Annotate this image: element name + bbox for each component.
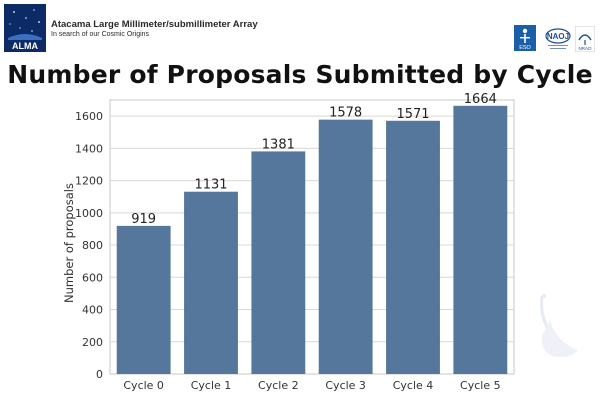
data-label: 1578: [329, 106, 362, 121]
bar-cycle-0: [116, 225, 171, 374]
data-label: 919: [131, 212, 156, 227]
y-tick-label: 800: [82, 239, 103, 252]
alma-logo: ALMA: [4, 4, 46, 52]
nrao-logo-text: NRAO: [578, 46, 592, 51]
data-label: 1571: [396, 107, 429, 122]
organization-subtitle: In search of our Cosmic Origins: [51, 31, 150, 38]
y-tick-label: 200: [82, 336, 103, 349]
bar-cycle-2: [251, 151, 306, 374]
antenna-watermark-icon: [540, 294, 578, 358]
slide-header: ALMA Atacama Large Millimeter/submillime…: [0, 0, 600, 58]
bar-cycle-3: [318, 119, 373, 374]
y-tick-label: 600: [82, 271, 103, 284]
y-axis-ticks: 0 200 400 600 800 1000 1200 1400 1600: [75, 110, 103, 381]
x-tick-label: Cycle 4: [393, 379, 434, 392]
x-tick-label: Cycle 3: [325, 379, 366, 392]
alma-logo-text: ALMA: [12, 41, 38, 51]
bars: [116, 105, 508, 374]
y-tick-label: 0: [96, 368, 103, 381]
x-tick-label: Cycle 2: [258, 379, 299, 392]
nrao-logo: NRAO: [575, 26, 595, 52]
bar-cycle-4: [386, 120, 440, 374]
organization-title: Atacama Large Millimeter/submillimeter A…: [51, 19, 258, 30]
y-tick-label: 1600: [75, 110, 103, 123]
x-tick-label: Cycle 1: [191, 379, 232, 392]
plot-frame: [109, 99, 515, 375]
y-tick-label: 400: [82, 304, 103, 317]
data-label: 1664: [464, 92, 497, 107]
x-tick-label: Cycle 0: [123, 379, 164, 392]
y-tick-label: 1400: [75, 142, 103, 155]
eso-logo: ESO: [514, 25, 536, 51]
eso-logo-text: ESO: [519, 45, 531, 51]
x-axis-ticks: Cycle 0 Cycle 1 Cycle 2 Cycle 3 Cycle 4 Cycle…: [123, 379, 500, 392]
naoj-logo-text: NAOJ: [547, 32, 569, 41]
gridlines: [110, 115, 514, 375]
naoj-logo: NAOJ: [545, 28, 571, 49]
y-axis-label: Number of proposals: [62, 183, 76, 303]
data-label: 1381: [262, 137, 295, 152]
bar-cycle-5: [453, 105, 508, 374]
data-labels: 919 1131 1381 1578 1571 1664: [131, 92, 497, 227]
x-tick-label: Cycle 5: [460, 379, 501, 392]
data-label: 1131: [194, 178, 227, 193]
y-tick-label: 1200: [75, 175, 103, 188]
bar-cycle-1: [184, 191, 238, 374]
y-tick-label: 1000: [75, 207, 103, 220]
slide-title: Number of Proposals Submitted by Cycle: [7, 60, 593, 89]
